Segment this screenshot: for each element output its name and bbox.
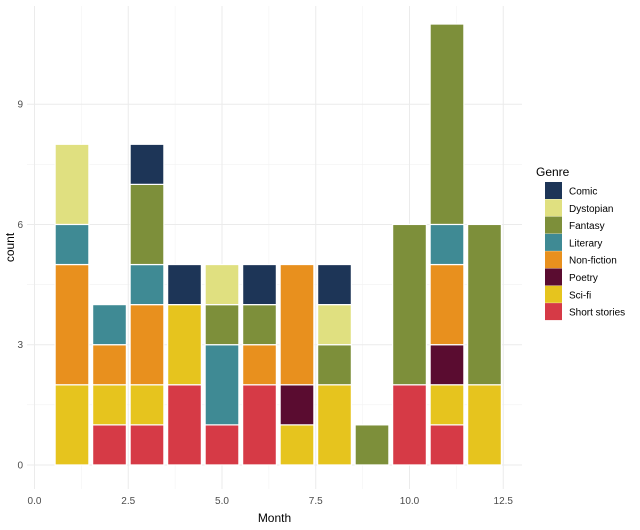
bar-short-stories-month-5 — [204, 424, 240, 466]
legend-label-short-stories: Short stories — [569, 308, 625, 319]
legend-swatch-comic — [545, 182, 562, 199]
bar-fantasy-month-3 — [129, 183, 165, 266]
bar-non-fiction-month-6 — [242, 344, 277, 386]
bar-fantasy-month-12 — [467, 223, 502, 386]
x-tick-label: 2.5 — [121, 496, 135, 507]
legend-label-dystopian: Dystopian — [569, 204, 613, 215]
bar-literary-month-3 — [129, 263, 165, 306]
legend-swatch-fantasy — [545, 216, 562, 234]
legend-label-literary: Literary — [569, 238, 602, 249]
bar-sci-fi-month-7 — [279, 424, 315, 466]
legend-swatch-dystopian — [545, 199, 562, 217]
bar-non-fiction-month-1 — [54, 263, 90, 386]
bar-short-stories-month-11 — [429, 424, 465, 466]
bar-short-stories-month-6 — [242, 384, 277, 466]
bar-comic-month-3 — [129, 143, 165, 185]
bar-dystopian-month-1 — [54, 143, 90, 226]
bar-dystopian-month-5 — [204, 263, 240, 306]
bars — [54, 23, 502, 466]
bar-sci-fi-month-3 — [129, 384, 165, 426]
bar-comic-month-8 — [317, 263, 352, 306]
bar-fantasy-month-11 — [429, 23, 465, 226]
bar-short-stories-month-2 — [92, 424, 127, 466]
x-tick-label: 7.5 — [309, 496, 323, 507]
legend-swatch-literary — [545, 233, 562, 251]
x-tick-label: 0.0 — [28, 496, 42, 507]
bar-fantasy-month-10 — [392, 223, 427, 386]
bar-non-fiction-month-7 — [279, 263, 315, 386]
bar-comic-month-6 — [242, 263, 277, 306]
x-axis-ticks: 0.0 2.5 5.0 7.5 10.0 12.5 — [28, 496, 514, 507]
legend-label-non-fiction: Non-fiction — [569, 256, 617, 267]
y-axis-ticks: 0 3 6 9 — [17, 100, 23, 472]
bar-dystopian-month-8 — [317, 304, 352, 346]
x-tick-label: 5.0 — [215, 496, 229, 507]
x-tick-label: 12.5 — [494, 496, 514, 507]
bar-fantasy-month-5 — [204, 304, 240, 346]
bar-literary-month-5 — [204, 344, 240, 426]
x-tick-label: 10.0 — [400, 496, 420, 507]
bar-non-fiction-month-3 — [129, 304, 165, 386]
legend-label-poetry: Poetry — [569, 273, 598, 284]
bar-sci-fi-month-12 — [467, 384, 502, 466]
x-axis-title: Month — [258, 511, 291, 525]
bar-fantasy-month-9 — [354, 424, 390, 466]
bar-non-fiction-month-2 — [92, 344, 127, 386]
y-tick-label: 9 — [17, 100, 23, 111]
legend-swatch-short-stories — [545, 303, 562, 321]
legend-swatch-poetry — [545, 268, 562, 286]
y-tick-label: 3 — [17, 340, 23, 351]
bar-short-stories-month-4 — [167, 384, 202, 466]
bar-sci-fi-month-2 — [92, 384, 127, 426]
legend-swatch-sci-fi — [545, 285, 562, 303]
y-tick-label: 6 — [17, 220, 23, 231]
bar-sci-fi-month-11 — [429, 384, 465, 426]
bar-short-stories-month-3 — [129, 424, 165, 466]
legend-swatch-non-fiction — [545, 251, 562, 269]
legend-label-comic: Comic — [569, 187, 597, 198]
legend-label-fantasy: Fantasy — [569, 221, 605, 232]
bar-comic-month-4 — [167, 263, 202, 306]
legend-label-sci-fi: Sci-fi — [569, 290, 591, 301]
bar-literary-month-2 — [92, 304, 127, 346]
bar-short-stories-month-10 — [392, 384, 427, 466]
legend: Genre Comic Dystopian Fantasy Literary Non-f… — [536, 165, 625, 321]
bar-poetry-month-11 — [429, 344, 465, 386]
bar-poetry-month-7 — [279, 384, 315, 426]
bar-sci-fi-month-1 — [54, 384, 90, 466]
y-axis-title: count — [3, 232, 17, 262]
legend-title: Genre — [536, 165, 570, 179]
bar-sci-fi-month-8 — [317, 384, 352, 466]
bar-literary-month-1 — [54, 223, 90, 266]
bar-non-fiction-month-11 — [429, 263, 465, 346]
bar-sci-fi-month-4 — [167, 304, 202, 386]
y-tick-label: 0 — [17, 460, 23, 471]
bar-fantasy-month-6 — [242, 304, 277, 346]
bar-fantasy-month-8 — [317, 344, 352, 386]
bar-literary-month-11 — [429, 223, 465, 266]
